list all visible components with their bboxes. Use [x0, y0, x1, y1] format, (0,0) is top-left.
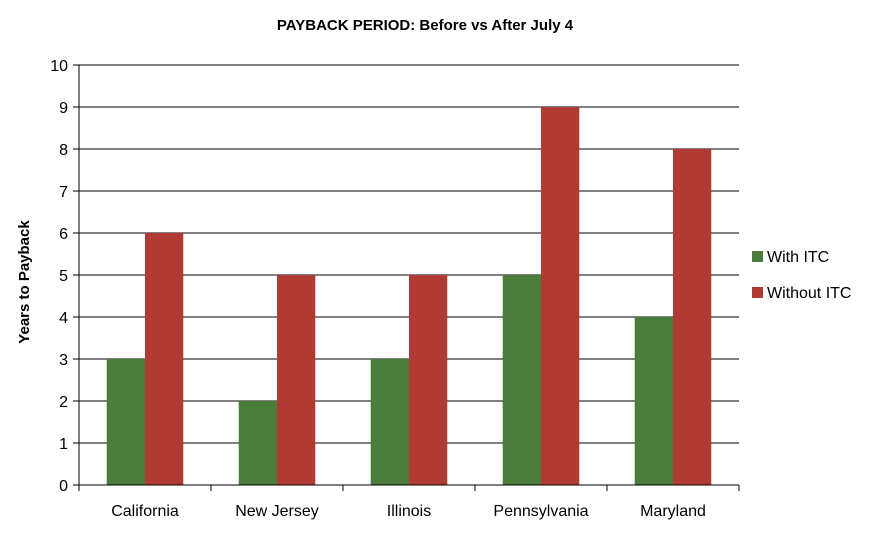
y-tick-label: 6 [59, 226, 68, 243]
legend-label: Without ITC [767, 285, 851, 302]
y-tick-label: 1 [59, 436, 68, 453]
y-tick-label: 2 [59, 394, 68, 411]
x-category-label: Illinois [387, 503, 431, 520]
bar-without-itc-new-jersey [277, 275, 316, 485]
y-tick-label: 0 [59, 478, 68, 495]
legend-swatch [752, 287, 763, 298]
x-category-labels: California New Jersey Illinois Pennsylvania… [111, 503, 706, 520]
bar-with-itc-new-jersey [238, 401, 277, 485]
bar-without-itc-maryland [673, 149, 712, 485]
legend-swatch [752, 251, 763, 262]
y-tick-labels: 0 1 2 3 4 5 6 7 8 9 10 [50, 58, 68, 495]
y-tick-label: 7 [59, 184, 68, 201]
axes [73, 64, 740, 491]
y-tick-label: 9 [59, 100, 68, 117]
x-category-label: Pennsylvania [493, 503, 588, 520]
bar-without-itc-california [145, 233, 184, 485]
chart-title: PAYBACK PERIOD: Before vs After July 4 [277, 17, 574, 34]
bar-without-itc-pennsylvania [541, 107, 580, 485]
y-axis-label: Years to Payback [16, 220, 33, 344]
legend-label: With ITC [767, 249, 829, 266]
x-category-label: California [111, 503, 179, 520]
bar-with-itc-pennsylvania [502, 275, 541, 485]
bars [106, 107, 712, 485]
bar-without-itc-illinois [409, 275, 448, 485]
x-category-label: Maryland [640, 503, 706, 520]
y-tick-label: 10 [50, 58, 68, 75]
y-tick-label: 5 [59, 268, 68, 285]
bar-with-itc-maryland [634, 317, 673, 485]
legend: With ITC Without ITC [752, 249, 851, 302]
y-tick-label: 8 [59, 142, 68, 159]
bar-with-itc-illinois [370, 359, 409, 485]
y-tick-label: 4 [59, 310, 68, 327]
x-category-label: New Jersey [235, 503, 319, 520]
bar-with-itc-california [106, 359, 145, 485]
y-tick-label: 3 [59, 352, 68, 369]
